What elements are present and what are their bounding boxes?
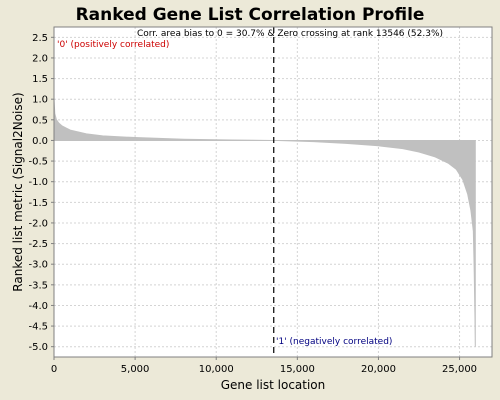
y-tick-label: 1.0 [32,95,48,106]
ranked-metric-area [53,99,476,347]
x-tick-label: 15,000 [280,364,315,375]
plot-border [53,26,493,358]
y-tick-label: 2.5 [32,33,48,44]
positive-correlation-label: '0' (positively correlated) [57,40,169,50]
y-tick-label: 0.5 [32,115,48,126]
negative-correlation-label: '1' (negatively correlated) [276,337,392,347]
x-tick-label: 10,000 [199,364,234,375]
y-tick-label: -3.5 [28,280,48,291]
x-axis: 0 5,000 10,000 15,000 20,000 25,000 [51,357,477,375]
y-tick-label: -4.0 [28,301,48,312]
y-tick-label: -5.0 [28,342,48,353]
y-axis-label: Ranked list metric (Signal2Noise) [11,92,25,291]
plot-area [54,27,492,357]
y-tick-label: 1.5 [32,74,48,85]
y-tick-label: -2.5 [28,239,48,250]
grid [53,27,492,357]
x-axis-label: Gene list location [221,378,326,392]
y-axis: 2.5 2.0 1.5 1.0 0.5 0.0 -0.5 -1.0 -1.5 -2.0 -2.5 -3… [28,33,54,353]
y-tick-label: -2.0 [28,218,48,229]
x-tick-label: 5,000 [121,364,150,375]
y-tick-label: -0.5 [28,157,48,168]
y-tick-label: -1.0 [28,177,48,188]
x-tick-label: 20,000 [361,364,396,375]
x-tick-label: 0 [51,364,57,375]
y-tick-label: 2.0 [32,53,48,64]
x-tick-label: 25,000 [442,364,477,375]
y-tick-label: -1.5 [28,198,48,209]
corr-bias-annotation: Corr. area bias to 0 = 30.7% & Zero cros… [137,29,443,39]
chart-title: Ranked Gene List Correlation Profile [76,5,425,25]
y-tick-label: -4.5 [28,322,48,333]
y-tick-label: 0.0 [32,136,48,147]
y-tick-label: -3.0 [28,260,48,271]
